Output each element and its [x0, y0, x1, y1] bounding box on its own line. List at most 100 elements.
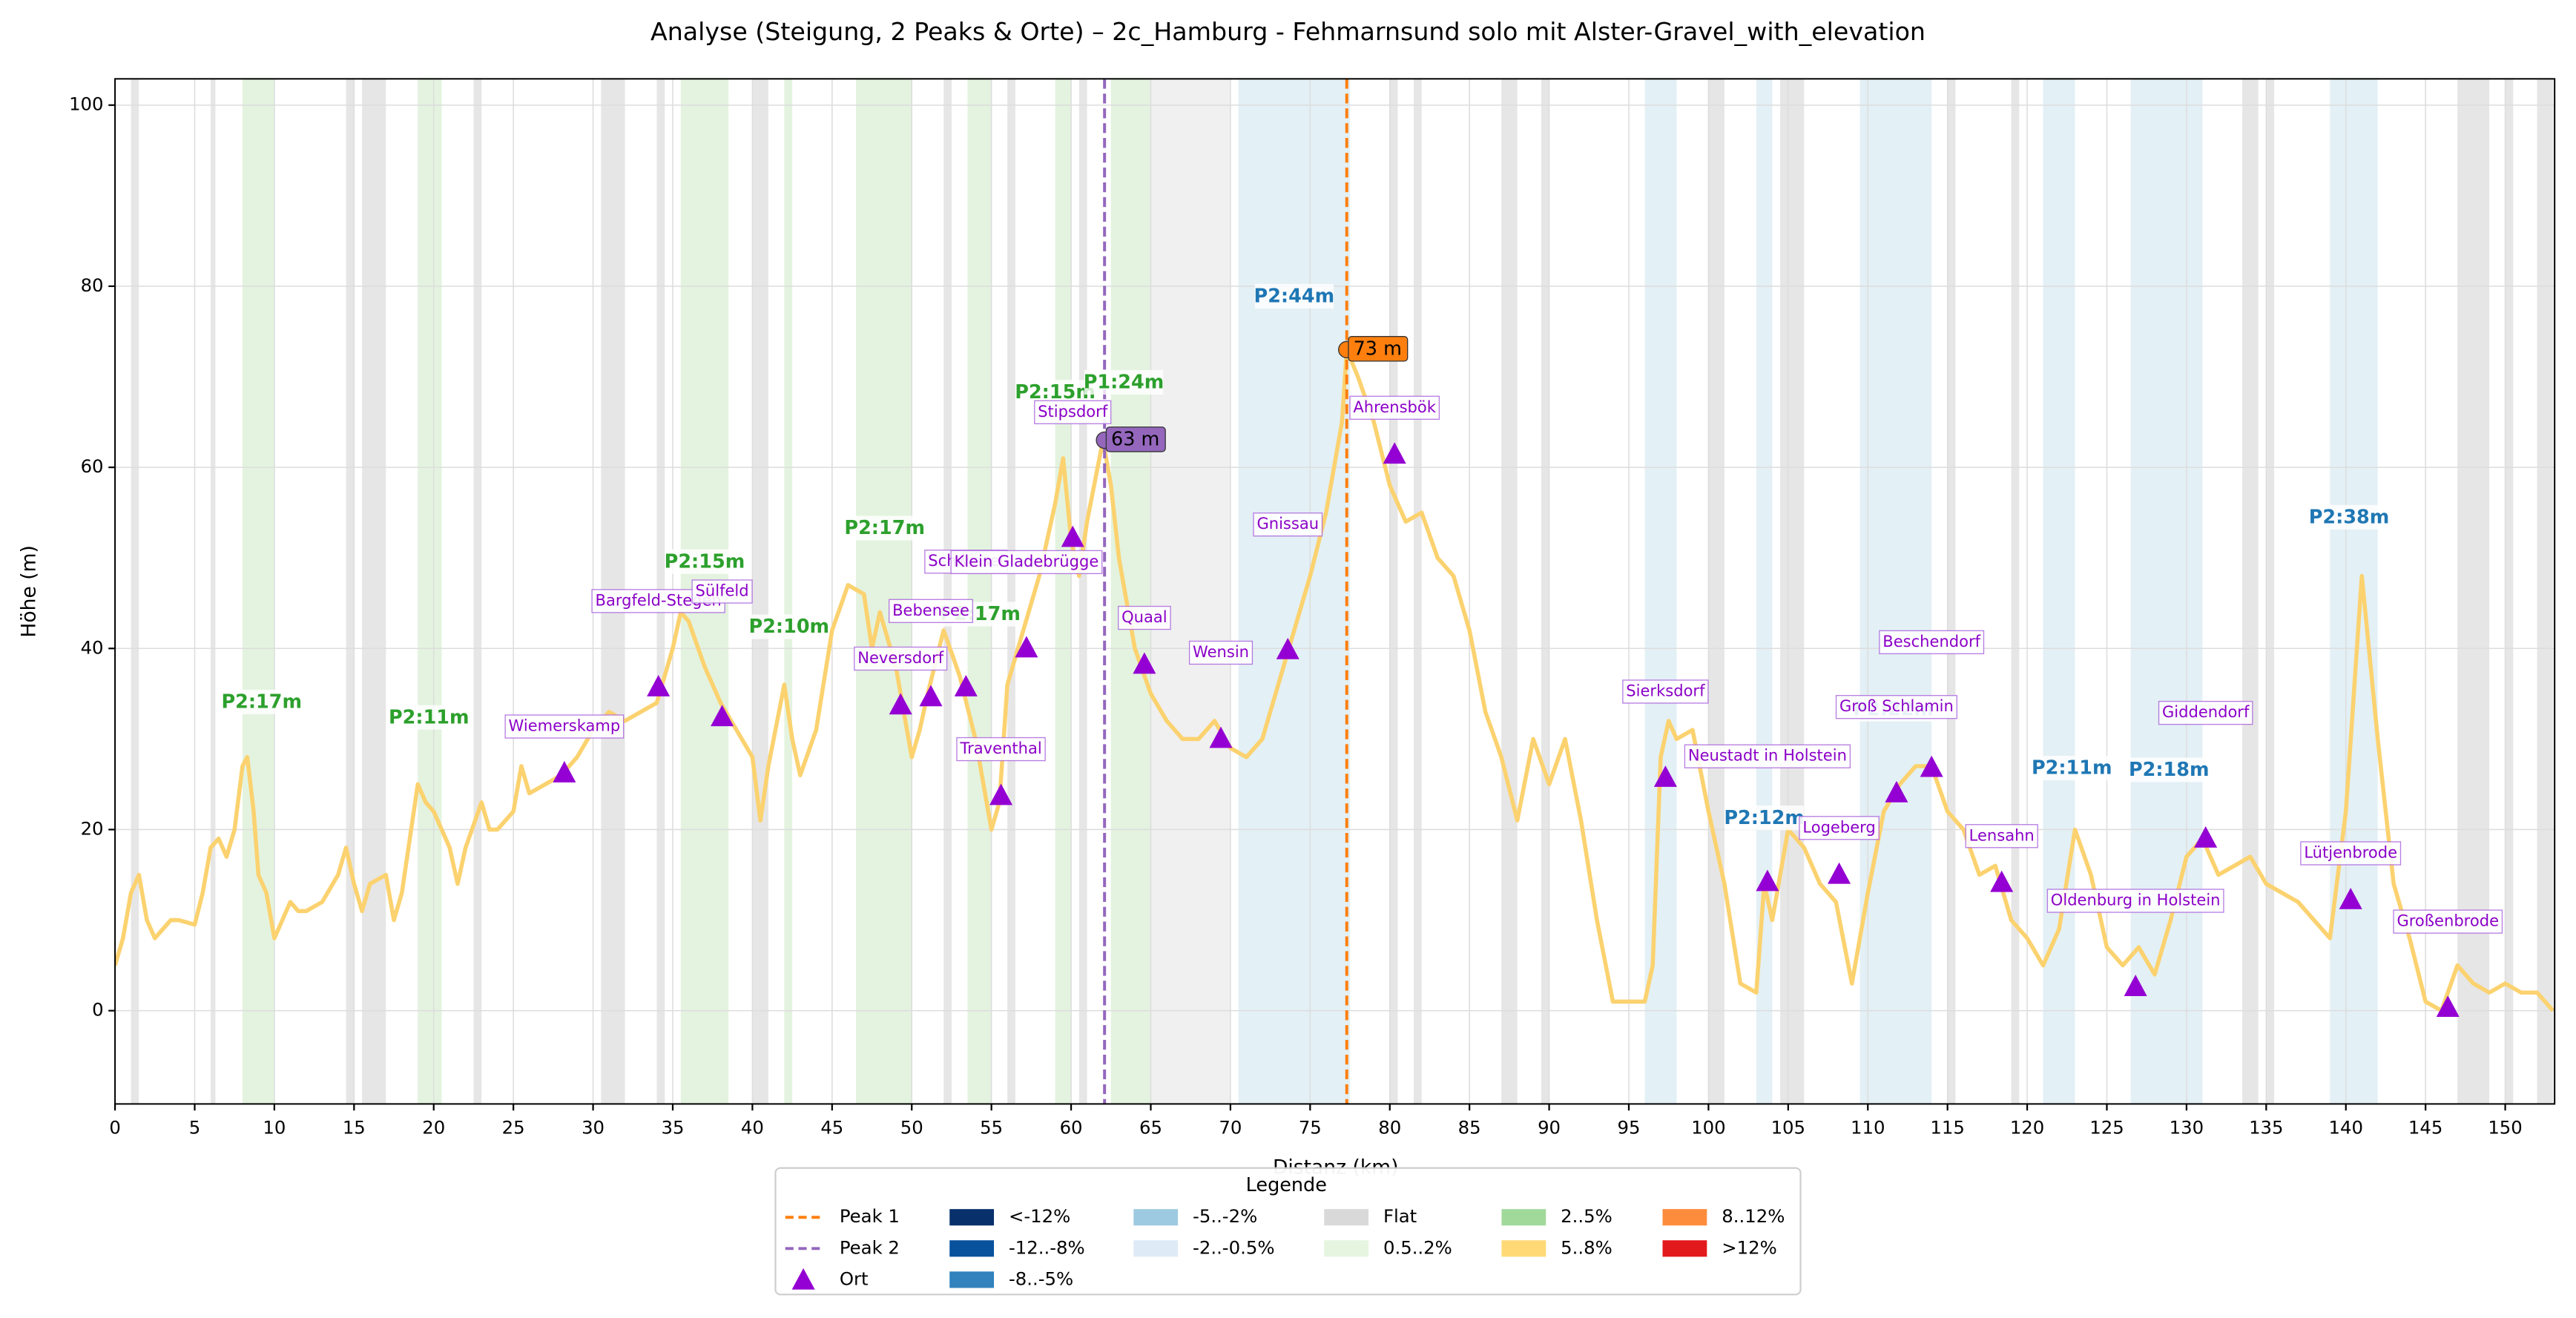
legend-title: Legende [1246, 1174, 1327, 1196]
place-label-box [1034, 400, 1112, 424]
legend-swatch [1324, 1240, 1369, 1257]
annotation-bg [2309, 504, 2389, 530]
gradient-band [1150, 79, 1231, 1104]
gradient-band [418, 79, 442, 1104]
chart-title: Analyse (Steigung, 2 Peaks & Orte) – 2c_… [650, 17, 1926, 46]
x-tick-label: 40 [741, 1117, 764, 1139]
gradient-band [2537, 79, 2554, 1104]
gradient-band [943, 79, 952, 1104]
gradient-band [2505, 79, 2514, 1104]
x-tick-label: 115 [1930, 1117, 1965, 1139]
x-tick-label: 110 [1851, 1117, 1885, 1139]
x-tick-label: 65 [1139, 1117, 1162, 1139]
pace-annotation: P2:44m [1254, 286, 1335, 308]
pace-annotation: P2:11m [389, 706, 470, 728]
peak-label: 73 m [1354, 337, 1402, 360]
ort-marker [889, 693, 912, 715]
x-tick-label: 45 [820, 1117, 843, 1139]
legend-label: 5..8% [1561, 1236, 1613, 1258]
place-label-box [1835, 695, 1957, 719]
x-tick-label: 25 [502, 1117, 525, 1139]
gradient-band [784, 79, 793, 1104]
place-label: Klein Gladebrügge [955, 552, 1099, 570]
place-label: Neversdorf [857, 648, 944, 667]
ort-marker [989, 783, 1013, 805]
gradient-band [1708, 79, 1725, 1104]
x-tick-label: 55 [980, 1117, 1003, 1139]
legend-label: Flat [1383, 1205, 1417, 1227]
place-label-box [854, 646, 948, 671]
x-tick-label: 50 [900, 1117, 923, 1139]
ort-marker [1653, 765, 1677, 787]
legend-label: -8..-5% [1009, 1268, 1073, 1289]
y-tick-label: 20 [81, 817, 104, 839]
peak-label: 63 m [1111, 428, 1159, 450]
ort-marker [2194, 826, 2218, 848]
place-label: Quaal [1121, 607, 1167, 626]
ort-marker [1133, 652, 1156, 674]
annotation-bg [845, 515, 924, 541]
ort-marker [1061, 525, 1084, 547]
annotation-bg [665, 549, 745, 574]
legend-swatch [1324, 1209, 1369, 1226]
place-label-box [1349, 395, 1440, 420]
gradient-band [1947, 79, 1956, 1104]
gradient-band [1644, 79, 1677, 1104]
x-tick-label: 0 [109, 1117, 121, 1139]
place-label-box [950, 550, 1103, 575]
place-label: Groß Schlamin [1839, 696, 1954, 715]
x-tick-label: 90 [1538, 1117, 1561, 1139]
x-tick-label: 130 [2170, 1117, 2204, 1139]
pace-annotation: P2:12m [1724, 807, 1805, 829]
legend-swatch [1662, 1240, 1707, 1257]
place-label: Giddendorf [2162, 702, 2250, 721]
annotation-bg [2032, 755, 2112, 781]
ort-marker [2124, 975, 2147, 996]
place-label-box [2158, 700, 2253, 725]
x-tick-label: 75 [1299, 1117, 1322, 1139]
gradient-band [752, 79, 768, 1104]
x-tick-label: 125 [2089, 1117, 2124, 1139]
gradient-band [131, 79, 139, 1104]
place-label: Wensin [1193, 642, 1249, 661]
gradient-band [2011, 79, 2020, 1104]
gradient-band [856, 79, 912, 1104]
legend-swatch [949, 1271, 995, 1288]
y-tick-label: 0 [92, 999, 103, 1021]
legend-label: -2..-0.5% [1193, 1236, 1274, 1258]
x-tick-label: 150 [2488, 1117, 2523, 1139]
place-label: Oldenburg in Holstein [2051, 891, 2221, 909]
x-tick-label: 85 [1458, 1117, 1481, 1139]
plot-frame [114, 78, 2556, 1105]
place-label: Sülfeld [696, 581, 749, 600]
legend-label: Peak 2 [840, 1236, 900, 1258]
legend-label: >12% [1722, 1236, 1777, 1258]
x-tick-label: 135 [2249, 1117, 2284, 1139]
annotation-bg [1254, 283, 1334, 309]
place-label: Lensahn [1969, 826, 2035, 844]
annotation-bg [1725, 805, 1804, 831]
gradient-band [2266, 79, 2275, 1104]
gradient-band [1541, 79, 1549, 1104]
place-label-box [1118, 605, 1171, 630]
ort-marker [1990, 870, 2014, 892]
legend-label: -5..-2% [1193, 1205, 1257, 1227]
place-label: Sierksdorf [1626, 681, 1705, 699]
x-tick-label: 60 [1060, 1117, 1083, 1139]
ort-marker [711, 705, 734, 727]
gradient-band [2242, 79, 2259, 1104]
legend-label: 2..5% [1561, 1205, 1613, 1227]
gradient-band [473, 79, 482, 1104]
annotation-bg [389, 705, 469, 730]
x-tick-label: 20 [422, 1117, 445, 1139]
legend-swatch [1501, 1240, 1546, 1257]
y-axis-label: Höhe (m) [17, 545, 40, 637]
ort-marker [1920, 755, 1943, 777]
y-tick-label: 40 [81, 636, 104, 658]
place-label-box [504, 714, 625, 739]
place-label: Ahrensbök [1353, 398, 1436, 416]
place-label-box [956, 737, 1046, 762]
x-tick-label: 5 [189, 1117, 201, 1139]
legend-swatch [1133, 1209, 1179, 1226]
